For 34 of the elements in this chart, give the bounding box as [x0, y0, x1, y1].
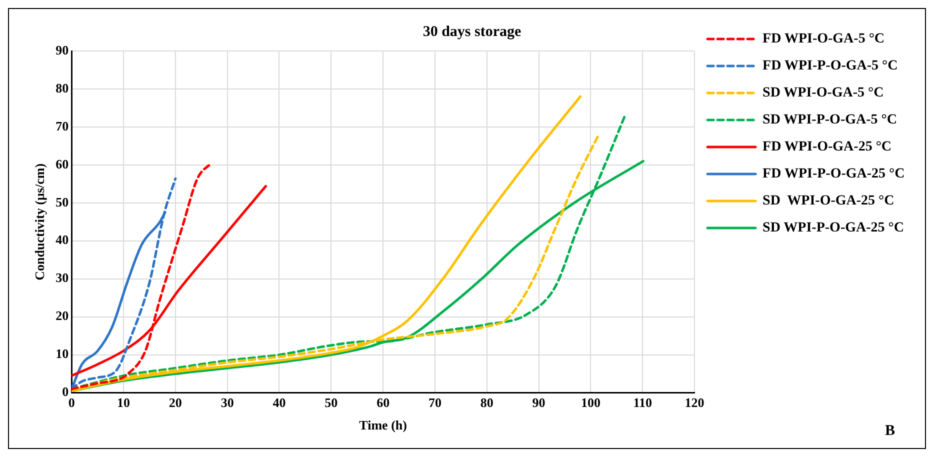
legend-label: FD WPI-O-GA-5 °C	[762, 32, 885, 47]
y-tick-label: 10	[56, 346, 69, 362]
y-tick-label: 90	[56, 42, 69, 58]
x-tick-label: 50	[324, 394, 338, 410]
y-tick-label: 40	[56, 232, 69, 248]
y-tick-label: 50	[56, 194, 69, 210]
x-tick-label: 80	[480, 394, 494, 410]
y-tick-label: 30	[56, 270, 69, 286]
x-tick-label: 40	[272, 394, 286, 410]
y-tick-label: 60	[56, 156, 69, 172]
y-tick-label: 80	[56, 80, 69, 96]
x-tick-label: 60	[376, 394, 390, 410]
x-tick-label: 20	[168, 394, 182, 410]
x-tick-label: 110	[633, 394, 652, 410]
chart-title: 30 days storage	[422, 24, 522, 40]
legend-label: SD WPI-O-GA-25 °C	[762, 194, 894, 209]
legend-label: SD WPI-P-O-GA-25 °C	[762, 220, 904, 236]
y-tick-label: 0	[62, 384, 69, 400]
text: B	[884, 423, 895, 440]
x-tick-label: 10	[117, 394, 130, 410]
legend-label: SD WPI-P-O-GA-5 °C	[762, 112, 897, 128]
legend-label: FD WPI-P-O-GA-25 °C	[762, 166, 905, 182]
x-tick-label: 30	[220, 394, 234, 410]
y-tick-label: 70	[56, 118, 69, 134]
y-axis-title: Conductivity (µs/cm)	[32, 163, 48, 280]
x-axis-title: Time (h)	[359, 418, 407, 433]
legend-label: FD WPI-O-GA-25 °C	[762, 140, 892, 155]
legend-label: SD WPI-O-GA-5 °C	[762, 86, 884, 101]
y-tick-label: 20	[56, 308, 69, 324]
x-tick-label: 120	[684, 394, 704, 410]
legend-label: FD WPI-P-O-GA-5 °C	[762, 58, 898, 74]
x-tick-label: 70	[428, 394, 442, 410]
x-tick-label: 90	[532, 394, 546, 410]
x-tick-label: 100	[580, 394, 600, 410]
